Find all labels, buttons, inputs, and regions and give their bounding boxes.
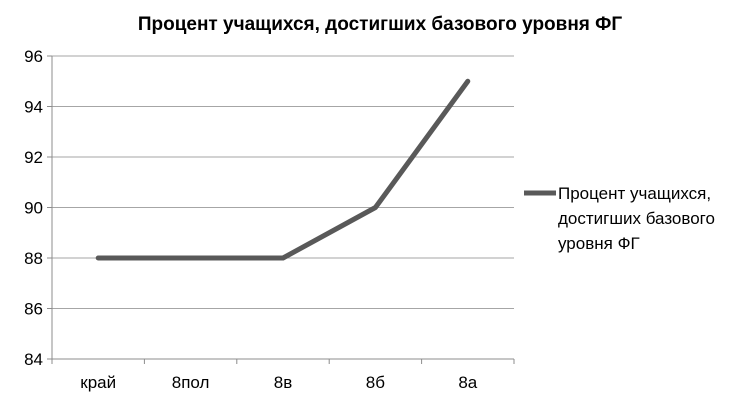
y-tick-label: 88 (24, 249, 43, 268)
x-axis-tick-labels: край 8пол 8в 8б 8а (80, 373, 478, 392)
x-tick-label: 8пол (172, 373, 210, 392)
y-axis-tick-labels: 84 86 88 90 92 94 96 (24, 47, 43, 369)
y-tick-label: 86 (24, 300, 43, 319)
y-tick-label: 96 (24, 47, 43, 66)
series-layer (95, 78, 471, 261)
legend: Процент учащихся, достигших базового уровн… (524, 184, 715, 253)
y-tick-label: 92 (24, 148, 43, 167)
x-tick-label: край (80, 373, 116, 392)
axes (47, 55, 515, 364)
legend-label: достигших базового (558, 209, 715, 228)
x-tick-label: 8в (274, 373, 293, 392)
legend-label: Процент учащихся, (558, 184, 711, 203)
gridlines (52, 55, 514, 309)
y-tick-label: 94 (24, 98, 43, 117)
x-tick-label: 8а (458, 373, 477, 392)
chart-title: Процент учащихся, достигших базового уро… (138, 14, 623, 35)
x-tick-label: 8б (366, 373, 385, 392)
y-tick-label: 84 (24, 350, 43, 369)
legend-label: уровня ФГ (558, 234, 640, 253)
series-line (95, 78, 471, 261)
y-tick-label: 90 (24, 199, 43, 218)
